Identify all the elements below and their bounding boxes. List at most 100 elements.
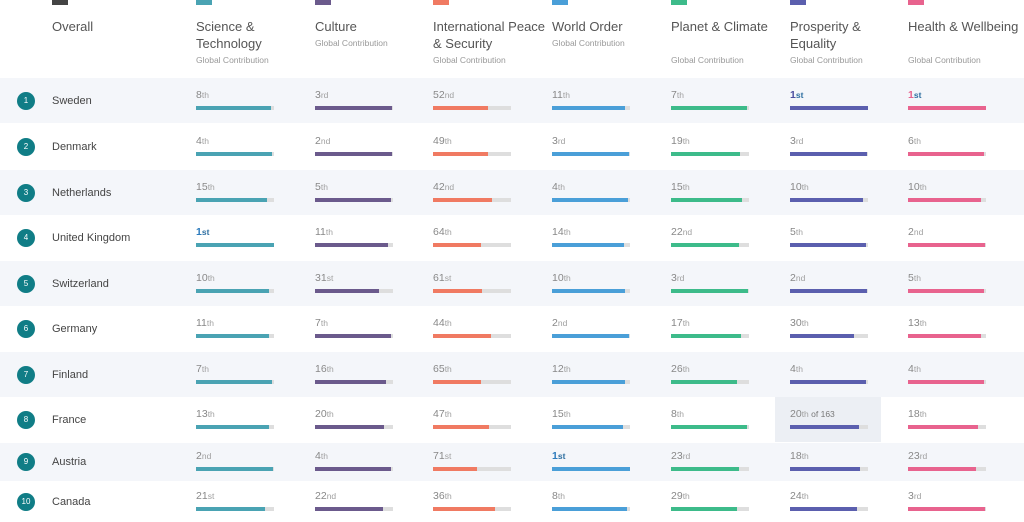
rank-cell-pc[interactable]: 17th: [671, 317, 751, 347]
table-row[interactable]: 4 United Kingdom 1st 11th 64th 14th 22nd 5th 2nd: [0, 215, 1024, 260]
header-cul[interactable]: Culture Global Contribution: [315, 0, 427, 78]
rank-cell-cul[interactable]: 7th: [315, 317, 395, 347]
table-row[interactable]: 7 Finland 7th 16th 65th 12th 26th 4th 4th: [0, 352, 1024, 397]
country-name[interactable]: Netherlands: [52, 187, 112, 199]
rank-cell-ips[interactable]: 71st: [433, 450, 513, 480]
rank-cell-pc[interactable]: 26th: [671, 363, 751, 393]
rank-cell-pe[interactable]: 18th: [790, 450, 870, 480]
rank-cell-pe[interactable]: 2nd: [790, 272, 870, 302]
rank-cell-cul[interactable]: 20th: [315, 408, 395, 438]
rank-cell-hw[interactable]: 5th: [908, 272, 988, 302]
rank-cell-pe[interactable]: 30th: [790, 317, 870, 347]
rank-cell-ips[interactable]: 65th: [433, 363, 513, 393]
rank-cell-pc[interactable]: 19th: [671, 135, 751, 165]
rank-cell-ips[interactable]: 47th: [433, 408, 513, 438]
rank-cell-wo[interactable]: 15th: [552, 408, 632, 438]
rank-cell-pe[interactable]: 1st: [790, 89, 870, 119]
rank-cell-ips[interactable]: 61st: [433, 272, 513, 302]
rank-cell-cul[interactable]: 3rd: [315, 89, 395, 119]
rank-cell-sci[interactable]: 10th: [196, 272, 276, 302]
rank-cell-sci[interactable]: 4th: [196, 135, 276, 165]
rank-cell-pc[interactable]: 23rd: [671, 450, 751, 480]
rank-cell-pe[interactable]: 20th of 163: [790, 408, 870, 438]
rank-cell-pc[interactable]: 15th: [671, 181, 751, 211]
rank-cell-hw[interactable]: 3rd: [908, 490, 988, 520]
table-row[interactable]: 1 Sweden 8th 3rd 52nd 11th 7th 1st 1st: [0, 78, 1024, 123]
rank-cell-wo[interactable]: 8th: [552, 490, 632, 520]
rank-cell-ips[interactable]: 36th: [433, 490, 513, 520]
rank-cell-hw[interactable]: 4th: [908, 363, 988, 393]
rank-cell-pc[interactable]: 22nd: [671, 226, 751, 256]
rank-cell-wo[interactable]: 3rd: [552, 135, 632, 165]
rank-cell-ips[interactable]: 44th: [433, 317, 513, 347]
country-name[interactable]: Denmark: [52, 141, 97, 153]
rank-cell-hw[interactable]: 6th: [908, 135, 988, 165]
rank-cell-sci[interactable]: 7th: [196, 363, 276, 393]
header-ips[interactable]: International Peace & Security Global Con…: [433, 0, 545, 78]
rank-cell-wo[interactable]: 4th: [552, 181, 632, 211]
rank-cell-hw[interactable]: 10th: [908, 181, 988, 211]
rank-cell-ips[interactable]: 64th: [433, 226, 513, 256]
country-name[interactable]: Switzerland: [52, 278, 109, 290]
table-row[interactable]: 10 Canada 21st 22nd 36th 8th 29th 24th 3rd: [0, 481, 1024, 522]
country-name[interactable]: Sweden: [52, 95, 92, 107]
rank-cell-cul[interactable]: 11th: [315, 226, 395, 256]
rank-cell-wo[interactable]: 1st: [552, 450, 632, 480]
table-row[interactable]: 2 Denmark 4th 2nd 49th 3rd 19th 3rd 6th: [0, 124, 1024, 169]
rank-value: 2nd: [908, 226, 924, 238]
rank-cell-sci[interactable]: 11th: [196, 317, 276, 347]
rank-cell-ips[interactable]: 52nd: [433, 89, 513, 119]
rank-cell-sci[interactable]: 13th: [196, 408, 276, 438]
rank-cell-pe[interactable]: 24th: [790, 490, 870, 520]
country-name[interactable]: Canada: [52, 496, 91, 508]
rank-cell-wo[interactable]: 2nd: [552, 317, 632, 347]
rank-cell-pe[interactable]: 3rd: [790, 135, 870, 165]
rank-cell-sci[interactable]: 21st: [196, 490, 276, 520]
rank-cell-wo[interactable]: 14th: [552, 226, 632, 256]
rank-cell-pc[interactable]: 8th: [671, 408, 751, 438]
rank-cell-wo[interactable]: 10th: [552, 272, 632, 302]
table-row[interactable]: 9 Austria 2nd 4th 71st 1st 23rd 18th 23rd: [0, 443, 1024, 481]
header-pc[interactable]: Planet & Climate Global Contribution: [671, 0, 783, 78]
table-row[interactable]: 5 Switzerland 10th 31st 61st 10th 3rd 2nd 5th: [0, 261, 1024, 306]
table-row[interactable]: 8 France 13th 20th 47th 15th 8th 20th of 163 18t…: [0, 397, 1024, 442]
country-name[interactable]: Germany: [52, 323, 98, 335]
rank-cell-wo[interactable]: 11th: [552, 89, 632, 119]
rank-cell-pe[interactable]: 10th: [790, 181, 870, 211]
rank-cell-hw[interactable]: 23rd: [908, 450, 988, 480]
rank-cell-pc[interactable]: 3rd: [671, 272, 751, 302]
rank-cell-cul[interactable]: 2nd: [315, 135, 395, 165]
rank-cell-ips[interactable]: 49th: [433, 135, 513, 165]
header-sci[interactable]: Science & Technology Global Contribution: [196, 0, 308, 78]
rank-cell-cul[interactable]: 5th: [315, 181, 395, 211]
country-name[interactable]: Finland: [52, 369, 89, 381]
header-color-bar: [671, 0, 687, 5]
rank-cell-sci[interactable]: 1st: [196, 226, 276, 256]
rank-cell-sci[interactable]: 2nd: [196, 450, 276, 480]
country-name[interactable]: Austria: [52, 456, 87, 468]
rank-cell-wo[interactable]: 12th: [552, 363, 632, 393]
rank-cell-sci[interactable]: 8th: [196, 89, 276, 119]
table-row[interactable]: 3 Netherlands 15th 5th 42nd 4th 15th 10th 10th: [0, 170, 1024, 215]
rank-cell-pc[interactable]: 7th: [671, 89, 751, 119]
rank-cell-cul[interactable]: 22nd: [315, 490, 395, 520]
rank-cell-cul[interactable]: 31st: [315, 272, 395, 302]
header-pe[interactable]: Prosperity & Equality Global Contribution: [790, 0, 902, 78]
rank-cell-hw[interactable]: 18th: [908, 408, 988, 438]
country-name[interactable]: France: [52, 414, 87, 426]
header-wo[interactable]: World Order Global Contribution: [552, 0, 664, 78]
rank-cell-ips[interactable]: 42nd: [433, 181, 513, 211]
rank-cell-hw[interactable]: 2nd: [908, 226, 988, 256]
header-overall[interactable]: Overall: [52, 0, 162, 78]
country-name[interactable]: United Kingdom: [52, 232, 131, 244]
table-row[interactable]: 6 Germany 11th 7th 44th 2nd 17th 30th 13th: [0, 306, 1024, 351]
header-hw[interactable]: Health & Wellbeing Global Contribution: [908, 0, 1020, 78]
rank-cell-pe[interactable]: 4th: [790, 363, 870, 393]
rank-cell-hw[interactable]: 1st: [908, 89, 988, 119]
rank-cell-hw[interactable]: 13th: [908, 317, 988, 347]
rank-cell-sci[interactable]: 15th: [196, 181, 276, 211]
rank-cell-cul[interactable]: 16th: [315, 363, 395, 393]
rank-cell-pc[interactable]: 29th: [671, 490, 751, 520]
rank-cell-cul[interactable]: 4th: [315, 450, 395, 480]
rank-cell-pe[interactable]: 5th: [790, 226, 870, 256]
